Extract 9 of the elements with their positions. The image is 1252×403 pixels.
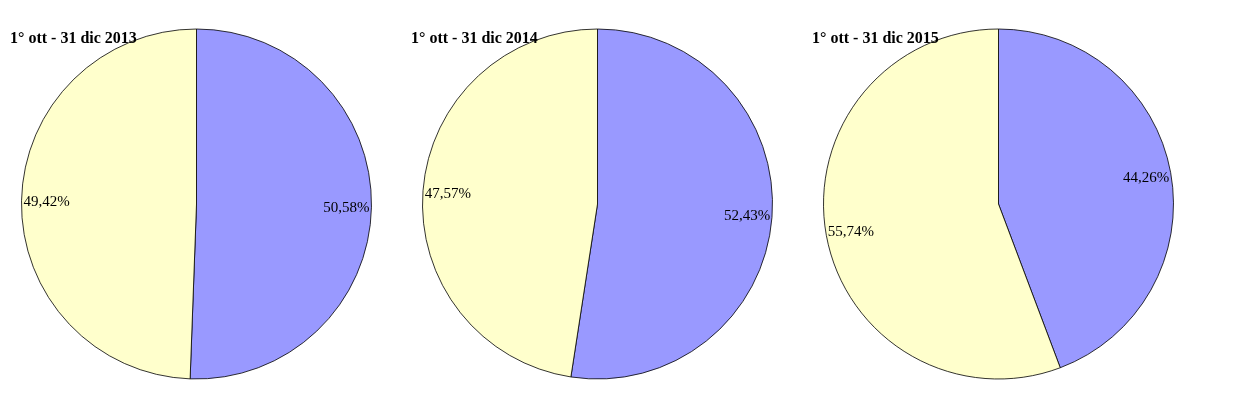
data-label: 50,58% bbox=[323, 198, 370, 215]
chart-title: 1° ott - 31 dic 2015 bbox=[812, 29, 939, 46]
data-label: 52,43% bbox=[723, 207, 771, 224]
chart-title: 1° ott - 31 dic 2013 bbox=[10, 29, 137, 46]
data-label: 49,42% bbox=[23, 193, 70, 210]
chart-title: 1° ott - 31 dic 2014 bbox=[411, 29, 538, 46]
data-label: 47,57% bbox=[424, 184, 472, 201]
data-label: 44,26% bbox=[1122, 169, 1170, 186]
data-label: 55,74% bbox=[827, 222, 875, 239]
